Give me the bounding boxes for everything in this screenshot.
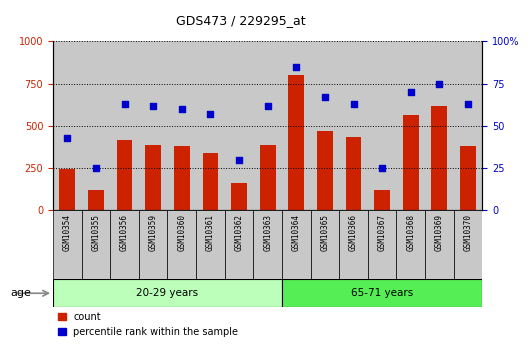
Point	[149, 103, 157, 108]
Point	[464, 101, 472, 107]
Point	[378, 166, 386, 171]
Bar	[339, 210, 368, 279]
Point	[349, 101, 358, 107]
Bar	[139, 210, 167, 279]
Bar	[253, 210, 282, 279]
Bar	[282, 210, 311, 279]
Bar	[231, 183, 247, 210]
Point	[321, 95, 329, 100]
Legend: count, percentile rank within the sample: count, percentile rank within the sample	[58, 312, 239, 337]
Bar	[396, 210, 425, 279]
Bar	[59, 169, 75, 210]
Bar	[117, 140, 132, 210]
Text: GSM10355: GSM10355	[92, 214, 100, 251]
Text: age: age	[11, 288, 31, 298]
Text: GDS473 / 229295_at: GDS473 / 229295_at	[176, 14, 306, 27]
Text: GSM10356: GSM10356	[120, 214, 129, 251]
Text: GSM10366: GSM10366	[349, 214, 358, 251]
Bar	[288, 75, 304, 210]
Bar	[260, 145, 276, 210]
Text: GSM10363: GSM10363	[263, 214, 272, 251]
Text: GSM10369: GSM10369	[435, 214, 444, 251]
Bar	[88, 190, 104, 210]
Bar	[167, 210, 196, 279]
Point	[92, 166, 100, 171]
Bar	[374, 190, 390, 210]
Text: GSM10359: GSM10359	[149, 214, 157, 251]
Point	[63, 135, 72, 140]
Bar	[282, 279, 482, 307]
Bar	[368, 210, 396, 279]
Bar	[403, 115, 419, 210]
Point	[263, 103, 272, 108]
Text: GSM10364: GSM10364	[292, 214, 301, 251]
Point	[235, 157, 243, 162]
Point	[292, 64, 301, 70]
Bar	[460, 146, 476, 210]
Text: GSM10360: GSM10360	[178, 214, 186, 251]
Bar	[311, 210, 339, 279]
Bar	[431, 106, 447, 210]
Text: GSM10365: GSM10365	[321, 214, 329, 251]
Bar	[454, 210, 482, 279]
Point	[120, 101, 129, 107]
Bar	[346, 137, 361, 210]
Bar	[145, 145, 161, 210]
Point	[407, 89, 415, 95]
Bar	[225, 210, 253, 279]
Point	[178, 106, 186, 112]
Bar	[317, 131, 333, 210]
Text: GSM10354: GSM10354	[63, 214, 72, 251]
Bar	[82, 210, 110, 279]
Text: GSM10367: GSM10367	[378, 214, 386, 251]
Bar	[110, 210, 139, 279]
Point	[206, 111, 215, 117]
Text: GSM10368: GSM10368	[407, 214, 415, 251]
Bar	[425, 210, 454, 279]
Bar	[53, 279, 282, 307]
Text: 65-71 years: 65-71 years	[351, 288, 413, 298]
Bar	[174, 146, 190, 210]
Text: GSM10361: GSM10361	[206, 214, 215, 251]
Text: GSM10362: GSM10362	[235, 214, 243, 251]
Bar	[53, 210, 82, 279]
Bar	[202, 153, 218, 210]
Bar	[196, 210, 225, 279]
Text: GSM10370: GSM10370	[464, 214, 472, 251]
Text: 20-29 years: 20-29 years	[136, 288, 199, 298]
Point	[435, 81, 444, 86]
